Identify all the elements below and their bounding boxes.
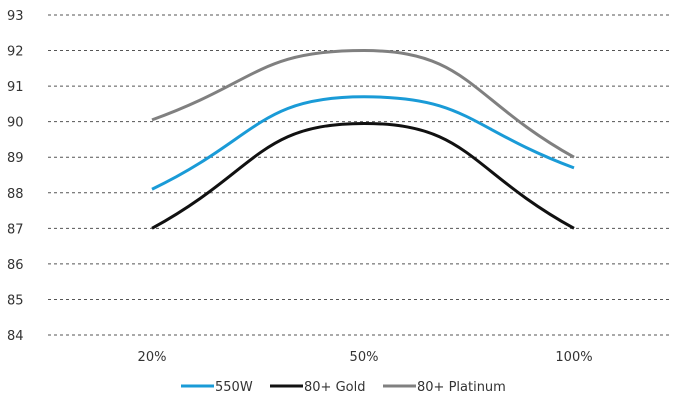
x-tick-label: 50% xyxy=(350,350,379,365)
y-tick-label: 85 xyxy=(7,293,24,308)
y-axis-ticks: 84 85 86 87 88 89 90 91 92 93 xyxy=(7,9,24,344)
y-tick-label: 84 xyxy=(7,329,24,344)
series-line xyxy=(151,49,575,159)
y-tick-label: 93 xyxy=(7,9,24,24)
y-tick-label: 86 xyxy=(7,258,24,273)
legend-label: 80+ Platinum xyxy=(417,380,506,394)
y-tick-label: 88 xyxy=(7,187,24,202)
series-line xyxy=(151,121,575,230)
y-tick-label: 91 xyxy=(7,80,24,95)
grid-lines xyxy=(48,14,672,336)
series-lines xyxy=(151,49,575,230)
y-tick-label: 89 xyxy=(7,151,24,166)
legend-label: 80+ Gold xyxy=(304,380,365,394)
legend-label: 550W xyxy=(215,380,253,394)
series-line xyxy=(151,95,575,191)
y-tick-label: 92 xyxy=(7,45,24,60)
x-axis-ticks: 20% 50% 100% xyxy=(138,350,593,365)
x-tick-label: 100% xyxy=(555,350,592,365)
y-tick-label: 90 xyxy=(7,116,24,131)
y-tick-label: 87 xyxy=(7,222,24,237)
x-tick-label: 20% xyxy=(138,350,167,365)
legend: 550W 80+ Gold 80+ Platinum xyxy=(181,380,506,394)
